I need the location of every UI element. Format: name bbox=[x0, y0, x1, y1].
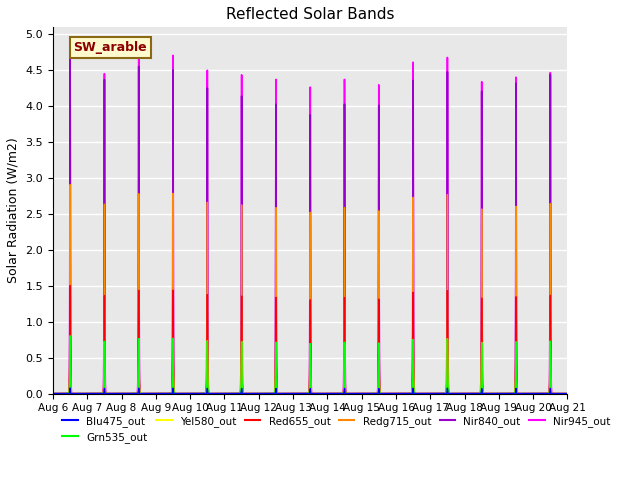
Legend: Blu475_out, Grn535_out, Yel580_out, Red655_out, Redg715_out, Nir840_out, Nir945_: Blu475_out, Grn535_out, Yel580_out, Red6… bbox=[58, 412, 614, 447]
Y-axis label: Solar Radiation (W/m2): Solar Radiation (W/m2) bbox=[7, 138, 20, 283]
Text: SW_arable: SW_arable bbox=[74, 41, 147, 54]
Title: Reflected Solar Bands: Reflected Solar Bands bbox=[226, 7, 394, 22]
